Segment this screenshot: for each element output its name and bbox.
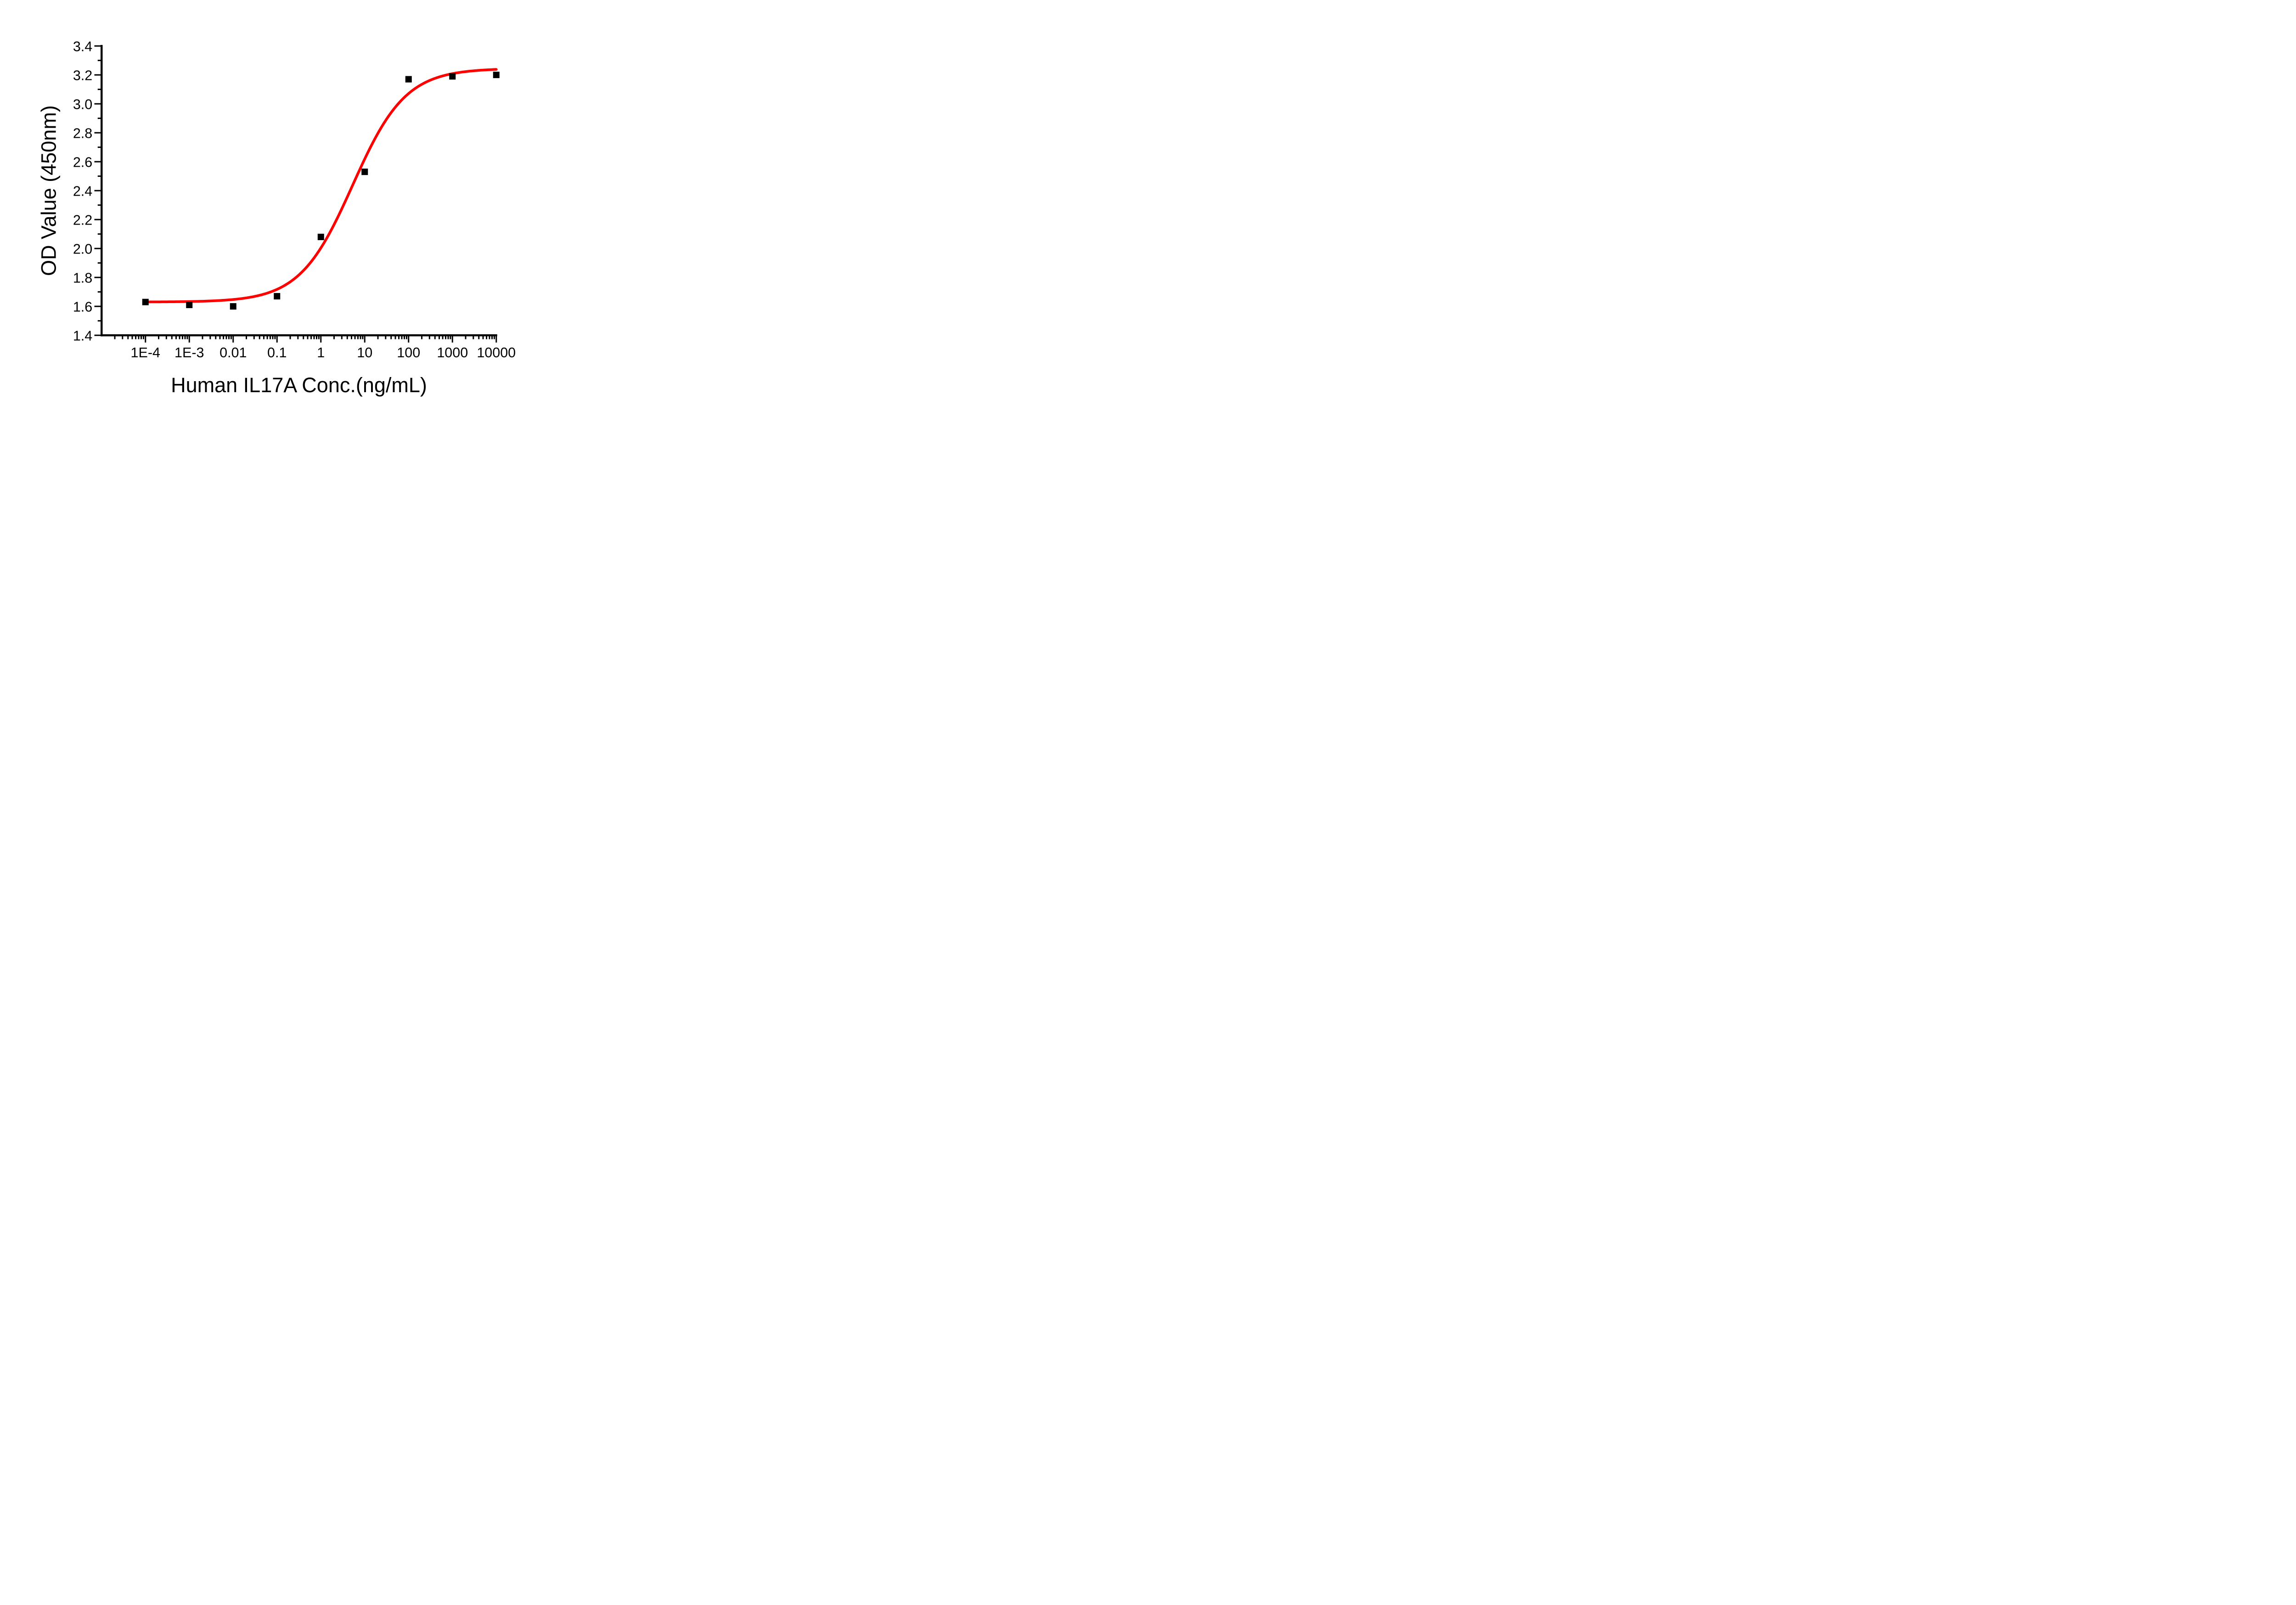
y-tick-label: 1.6	[73, 299, 92, 315]
data-point-marker	[230, 303, 236, 310]
data-point-marker	[142, 298, 149, 305]
plot-area: 1.4 1.6 1.8 2.0 2.2 2.4 2.6 2.8 3.0 3.2 3.4 1E-4 1E-…	[73, 39, 516, 361]
x-axis-title: Human IL17A Conc.(ng/mL)	[171, 373, 427, 397]
dose-response-chart: 1.4 1.6 1.8 2.0 2.2 2.4 2.6 2.8 3.0 3.2 3.4 1E-4 1E-…	[37, 39, 516, 397]
y-tick-label: 3.0	[73, 97, 92, 113]
x-tick-label: 1000	[437, 345, 468, 360]
y-tick-label: 2.8	[73, 126, 92, 141]
data-point-marker	[493, 72, 500, 79]
y-tick-label: 2.4	[73, 184, 92, 199]
data-point-marker	[405, 76, 412, 83]
data-point-marker	[361, 169, 368, 175]
x-tick-label: 1E-3	[174, 345, 204, 360]
x-tick-label: 1E-4	[131, 345, 160, 360]
y-tick-label: 3.4	[73, 39, 92, 55]
y-tick-label: 2.2	[73, 213, 92, 228]
x-tick-label: 0.1	[267, 345, 287, 360]
data-point-marker	[317, 233, 324, 240]
fit-curve-line	[144, 68, 498, 304]
data-point-marker	[186, 301, 193, 308]
y-tick-label: 1.4	[73, 328, 92, 344]
data-point-marker	[274, 293, 281, 300]
y-axis-title: OD Value (450nm)	[37, 105, 60, 276]
data-point-marker	[449, 73, 456, 80]
y-tick-label: 3.2	[73, 68, 92, 84]
y-tick-label: 2.6	[73, 155, 92, 170]
x-tick-label: 10	[357, 345, 372, 360]
y-tick-label: 2.0	[73, 242, 92, 257]
x-tick-label: 10000	[477, 345, 516, 360]
x-tick-label: 100	[397, 345, 420, 360]
x-tick-label: 1	[317, 345, 325, 360]
figure-canvas: 1.4 1.6 1.8 2.0 2.2 2.4 2.6 2.8 3.0 3.2 3.4 1E-4 1E-…	[0, 0, 574, 401]
y-tick-label: 1.8	[73, 270, 92, 286]
x-tick-label: 0.01	[219, 345, 247, 360]
